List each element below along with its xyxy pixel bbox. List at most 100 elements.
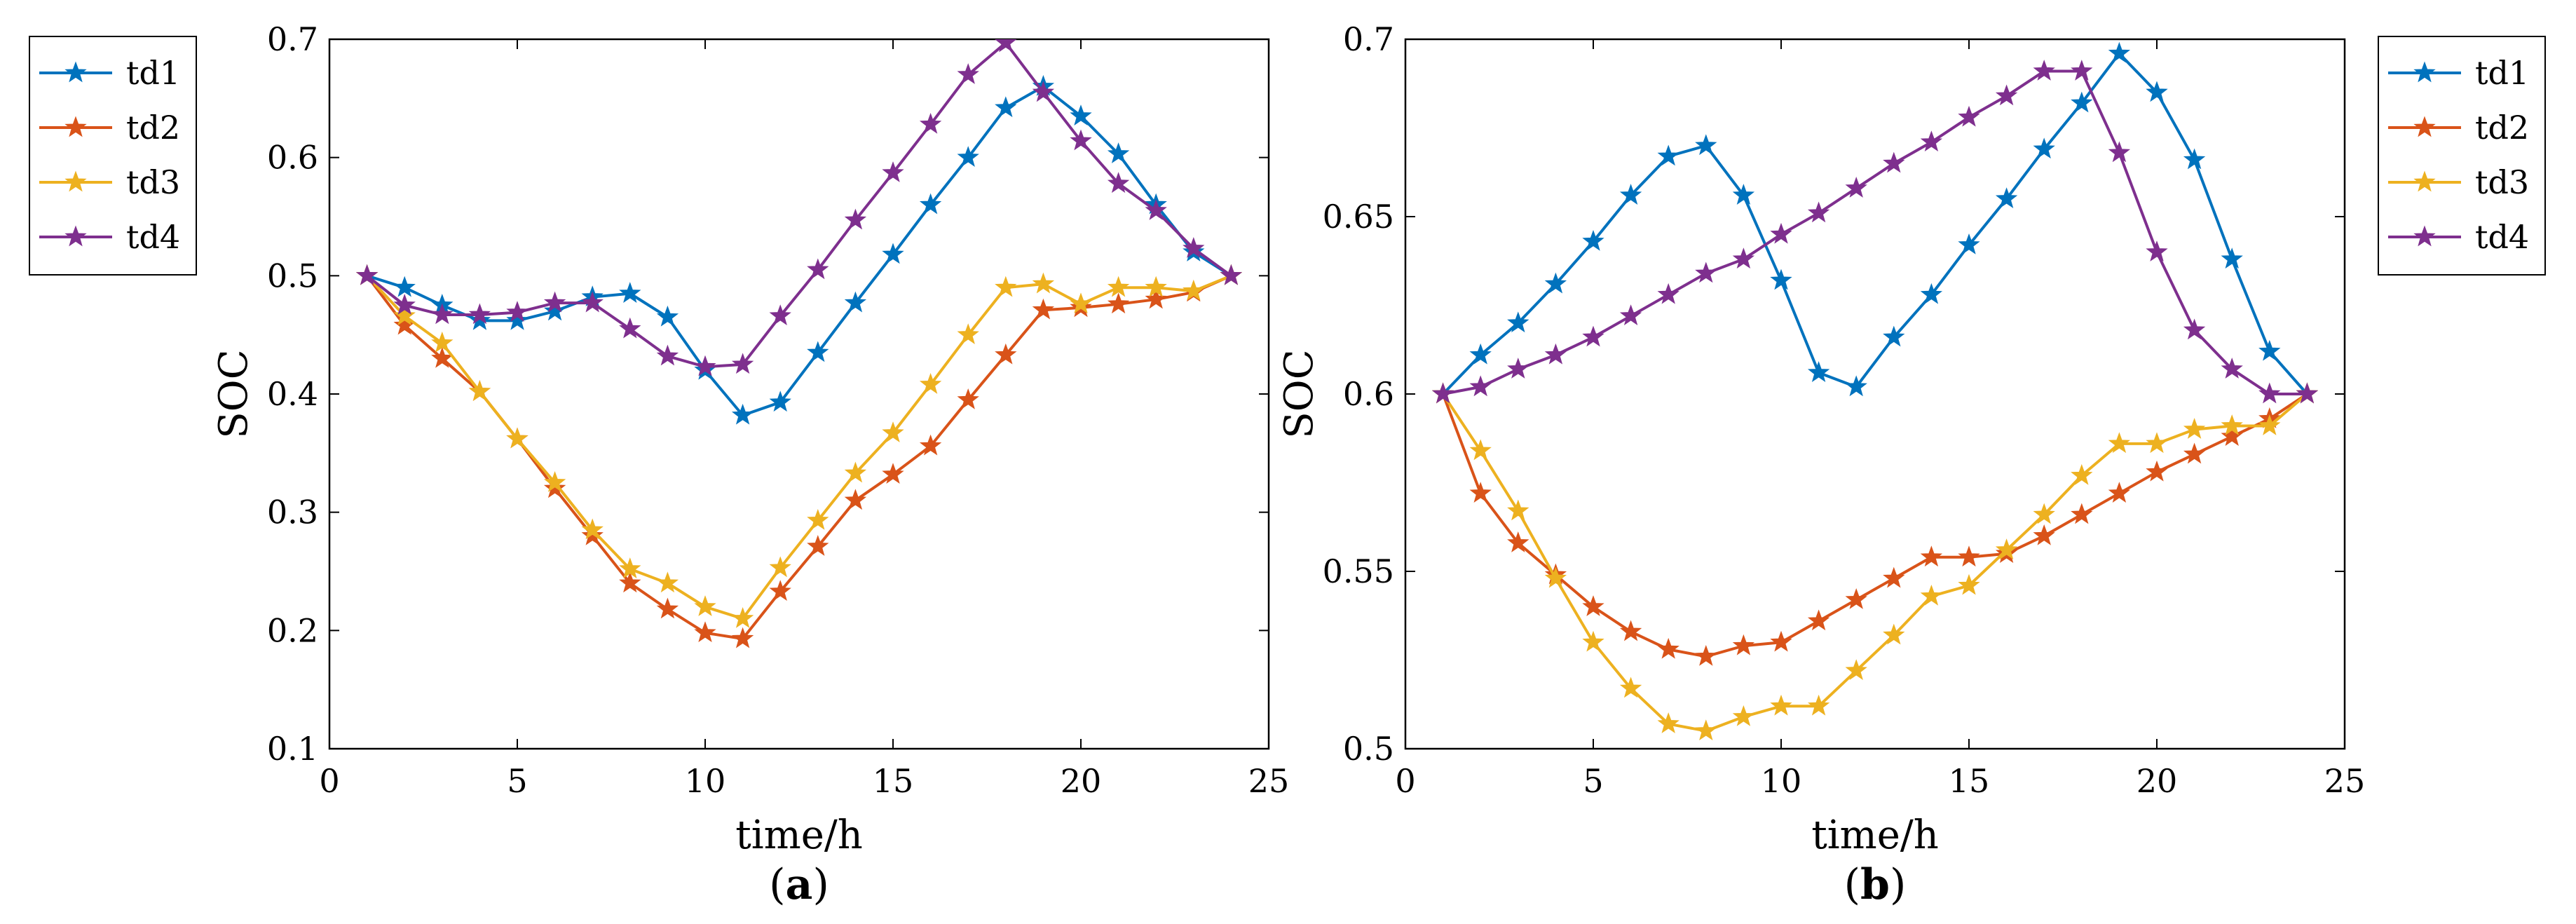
data-point-td4 [656, 344, 679, 366]
data-point-td3 [2183, 418, 2206, 439]
data-point-td2 [1958, 545, 1980, 567]
data-point-td1 [1469, 343, 1492, 365]
data-point-td3 [2258, 414, 2281, 435]
ticks-a [329, 39, 1269, 749]
data-point-td2 [919, 434, 942, 456]
data-point-td3 [995, 276, 1017, 297]
data-point-td3 [656, 571, 679, 593]
data-point-td2 [431, 346, 454, 368]
data-point-td2 [656, 597, 679, 619]
data-point-td4 [1958, 105, 1980, 127]
data-point-td2 [1107, 292, 1130, 314]
data-point-td1 [731, 403, 754, 425]
data-point-td2 [1032, 298, 1055, 320]
data-point-td4 [1619, 304, 1642, 326]
series-group-b [1431, 41, 2319, 741]
data-point-td2 [957, 388, 979, 409]
data-point-td1 [468, 308, 491, 330]
data-point-td1 [2108, 41, 2131, 63]
data-point-td1 [957, 146, 979, 167]
data-point-td4 [957, 63, 979, 84]
data-point-td3 [1995, 538, 2018, 559]
data-point-td4 [2033, 60, 2055, 81]
data-point-td1 [1732, 184, 1755, 205]
legend-marker-td4 [2413, 225, 2436, 247]
data-point-td3 [1770, 694, 1792, 716]
data-point-td3 [1032, 272, 1055, 294]
data-point-td3 [769, 556, 791, 578]
legend-marker-td2 [64, 116, 87, 137]
y-tick-label: 0.55 [1323, 552, 1394, 590]
y-tick-label: 0.65 [1323, 198, 1394, 236]
data-point-td1 [1807, 361, 1830, 382]
x-tick-label: 5 [1583, 762, 1603, 800]
data-point-td4 [731, 353, 754, 374]
x-tick-label: 10 [1761, 762, 1802, 800]
data-point-td3 [2146, 432, 2168, 454]
data-point-td3 [1958, 573, 1980, 595]
data-point-td4 [1183, 237, 1205, 258]
data-point-td3 [2033, 503, 2055, 524]
data-point-td2 [1807, 609, 1830, 631]
legend-entries-b: td1 td2 td3 td4 [2388, 54, 2529, 256]
data-point-td4 [1995, 84, 2018, 106]
y-axis-label-b: SOC [1276, 349, 1322, 438]
data-point-td1 [543, 299, 566, 321]
data-point-td4 [2296, 382, 2319, 404]
data-point-td3 [1582, 630, 1604, 652]
data-point-td1 [1845, 375, 1867, 397]
data-point-td2 [619, 571, 641, 593]
legend-box-a [29, 36, 197, 276]
y-tick-label: 0.6 [1343, 375, 1394, 413]
y-tick-label: 0.6 [267, 139, 318, 177]
y-tick-label: 0.5 [1343, 730, 1394, 768]
data-point-td4 [807, 258, 829, 280]
series-line-td4 [366, 41, 1232, 369]
data-point-td1 [2183, 148, 2206, 170]
data-point-td4 [2146, 240, 2168, 261]
data-point-td3 [957, 323, 979, 344]
data-point-td4 [1582, 325, 1604, 347]
legend-marker-td3 [64, 170, 87, 192]
data-point-td1 [844, 291, 867, 313]
data-point-td2 [1507, 531, 1529, 552]
x-tick-label: 10 [685, 762, 726, 800]
data-point-td1 [1544, 272, 1567, 294]
data-point-td3 [543, 471, 566, 492]
data-point-td3 [1619, 677, 1642, 698]
legend-marker-td3 [2413, 170, 2436, 192]
ticks-b [1405, 39, 2345, 749]
data-point-td2 [1732, 634, 1755, 655]
data-point-td3 [1807, 694, 1830, 716]
data-point-td2 [1695, 644, 1717, 666]
series-td1 [1431, 41, 2319, 404]
legend-marker-td1 [2413, 61, 2436, 83]
data-point-td4 [1920, 130, 1943, 152]
data-point-td4 [1770, 222, 1792, 244]
data-point-td3 [694, 595, 716, 616]
legend-label-td4: td4 [126, 218, 180, 256]
data-point-td4 [1807, 201, 1830, 223]
data-point-td1 [2033, 137, 2055, 159]
data-point-td2 [1469, 482, 1492, 503]
x-tick-labels-a: 0 5 10 15 20 25 [319, 762, 1289, 800]
data-point-td4 [1070, 129, 1092, 151]
data-point-td2 [2033, 524, 2055, 545]
data-point-td3 [431, 332, 454, 353]
data-point-td4 [543, 291, 566, 313]
data-point-td3 [1544, 566, 1567, 588]
x-axis-label-b: time/h [1811, 813, 1939, 858]
data-point-td4 [393, 294, 416, 315]
data-point-td2 [807, 535, 829, 556]
panel-letter-b: b [1860, 860, 1890, 909]
data-point-td3 [1920, 584, 1943, 606]
data-point-td4 [1431, 382, 1454, 404]
data-point-td3 [1469, 439, 1492, 461]
x-tick-label: 0 [319, 762, 339, 800]
data-point-td2 [731, 627, 754, 648]
series-td4 [355, 39, 1243, 376]
data-point-td3 [882, 421, 904, 442]
legend-marker-td2 [2413, 116, 2436, 137]
data-point-td4 [581, 291, 604, 313]
data-point-td2 [581, 524, 604, 545]
